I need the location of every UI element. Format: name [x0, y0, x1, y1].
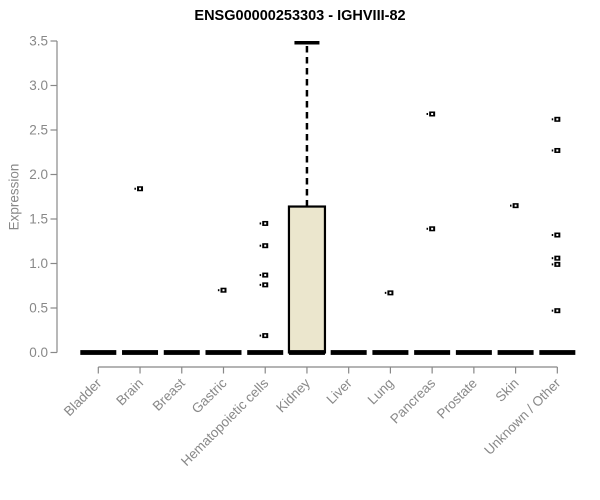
outlier-marker-hole	[264, 334, 267, 337]
chart-title: ENSG00000253303 - IGHVIII-82	[194, 8, 406, 24]
median-bar	[122, 350, 159, 355]
median-bar	[455, 350, 492, 355]
box	[287, 205, 327, 354]
outlier-marker-dot	[551, 257, 554, 260]
x-category-label: Brain	[113, 376, 146, 409]
outlier-marker-dot	[259, 244, 262, 247]
y-tick-label: 1.0	[29, 256, 48, 271]
outlier-marker-dot	[551, 118, 554, 121]
outlier-marker-hole	[431, 112, 434, 115]
x-category-label: Liver	[324, 375, 356, 407]
outlier-marker-hole	[222, 289, 225, 292]
outlier-marker-dot	[551, 234, 554, 237]
median-bar	[80, 350, 117, 355]
outlier-marker-dot	[551, 309, 554, 312]
x-category-label: Unknown / Other	[481, 375, 564, 458]
median-bar	[414, 350, 451, 355]
outlier-marker-dot	[510, 204, 512, 207]
outlier-marker-hole	[556, 149, 559, 152]
outlier-marker-dot	[426, 227, 429, 230]
outlier-marker-hole	[264, 244, 267, 247]
outlier-marker-dot	[259, 222, 262, 225]
outlier-marker-dot	[426, 112, 429, 115]
x-category-label: Breast	[150, 375, 188, 413]
outlier-marker-hole	[264, 274, 267, 277]
outlier-marker-dot	[259, 334, 262, 337]
median-bar	[247, 350, 284, 355]
median-bar	[372, 350, 409, 355]
outlier-marker-dot	[384, 291, 387, 294]
outlier-marker-hole	[431, 227, 434, 230]
outlier-marker-dot	[551, 149, 554, 152]
outlier-marker-hole	[264, 283, 267, 286]
outlier-marker-dot	[134, 187, 136, 190]
x-category-label: Pancreas	[387, 375, 438, 426]
outlier-marker-hole	[514, 204, 517, 207]
x-category-label: Gastric	[189, 375, 230, 416]
median-bar	[163, 350, 200, 355]
x-category-label: Lung	[365, 376, 397, 408]
outlier-marker-hole	[556, 118, 559, 121]
median-bar	[539, 350, 576, 355]
y-tick-label: 3.5	[29, 34, 48, 49]
outlier-marker-dot	[217, 289, 220, 292]
y-tick-label: 3.0	[29, 78, 48, 93]
median-bar	[497, 350, 534, 355]
outlier-marker-hole	[264, 222, 267, 225]
median-bar	[205, 350, 242, 355]
x-category-label: Kidney	[273, 375, 313, 415]
outlier-marker-dot	[551, 263, 554, 266]
x-category-label: Bladder	[61, 375, 105, 419]
outlier-marker-dot	[259, 274, 262, 277]
y-tick-label: 1.5	[29, 212, 48, 227]
outlier-marker-hole	[139, 187, 142, 190]
y-tick-label: 2.5	[29, 123, 48, 138]
y-tick-label: 0.5	[29, 301, 48, 316]
outlier-marker-hole	[556, 234, 559, 237]
x-category-label: Skin	[493, 376, 522, 405]
outlier-marker-hole	[556, 309, 559, 312]
outlier-marker-hole	[556, 263, 559, 266]
median-bar	[288, 350, 325, 355]
y-tick-label: 0.0	[29, 345, 48, 360]
outlier-marker-hole	[389, 291, 392, 294]
y-tick-label: 2.0	[29, 167, 48, 182]
outlier-marker-hole	[556, 257, 559, 260]
outlier-marker-dot	[259, 283, 262, 286]
median-bar	[330, 350, 367, 355]
x-category-label: Prostate	[434, 376, 480, 422]
y-axis-label: Expression	[6, 163, 22, 231]
